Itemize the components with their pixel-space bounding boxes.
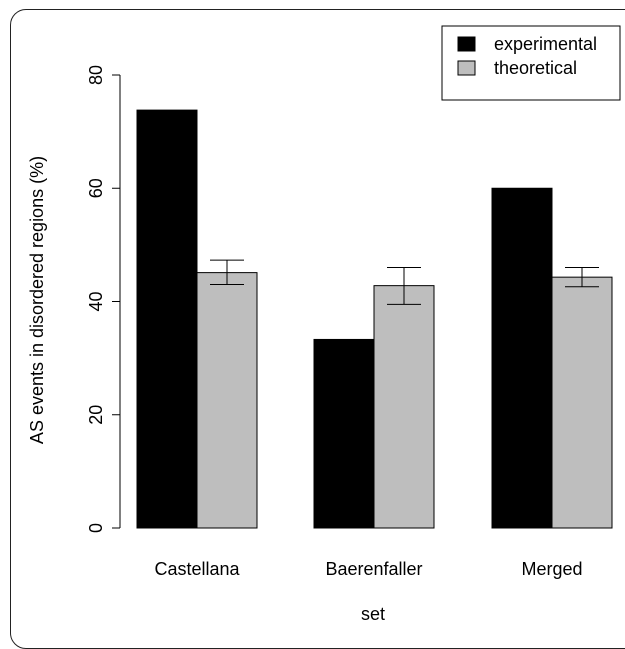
y-tick-label: 40 — [86, 291, 106, 311]
bar-theoretical-merged — [551, 276, 613, 529]
bar-chart: 0 20 40 60 80 Castellana Baerenfaller Merged A… — [27, 25, 621, 624]
y-ticks: 0 20 40 60 80 — [86, 65, 120, 533]
legend-label-theoretical: theoretical — [494, 58, 577, 78]
bar-experimental-castellana — [136, 109, 198, 529]
bar-experimental-merged — [491, 187, 553, 529]
x-axis-label: set — [361, 604, 385, 624]
bar-experimental-baerenfaller — [313, 338, 375, 529]
y-axis: 0 20 40 60 80 — [86, 65, 121, 533]
legend-items: experimental theoretical — [457, 34, 597, 78]
legend-label-experimental: experimental — [494, 34, 597, 54]
x-tick-label-baerenfaller: Baerenfaller — [325, 559, 422, 579]
x-tick-label-merged: Merged — [521, 559, 582, 579]
bar-theoretical-castellana — [196, 272, 258, 529]
bars — [136, 109, 613, 529]
bar-theoretical-baerenfaller — [373, 285, 435, 529]
legend: experimental theoretical — [441, 25, 621, 101]
x-tick-labels: Castellana Baerenfaller Merged — [154, 559, 582, 579]
y-tick-label: 20 — [86, 405, 106, 425]
y-tick-label: 80 — [86, 65, 106, 85]
y-tick-label: 0 — [86, 523, 106, 533]
y-axis-label: AS events in disordered regions (%) — [27, 156, 47, 444]
x-tick-label-castellana: Castellana — [154, 559, 240, 579]
legend-swatch-theoretical — [457, 60, 476, 76]
error-bars — [210, 259, 599, 305]
legend-swatch-experimental — [457, 36, 476, 52]
y-tick-label: 60 — [86, 178, 106, 198]
